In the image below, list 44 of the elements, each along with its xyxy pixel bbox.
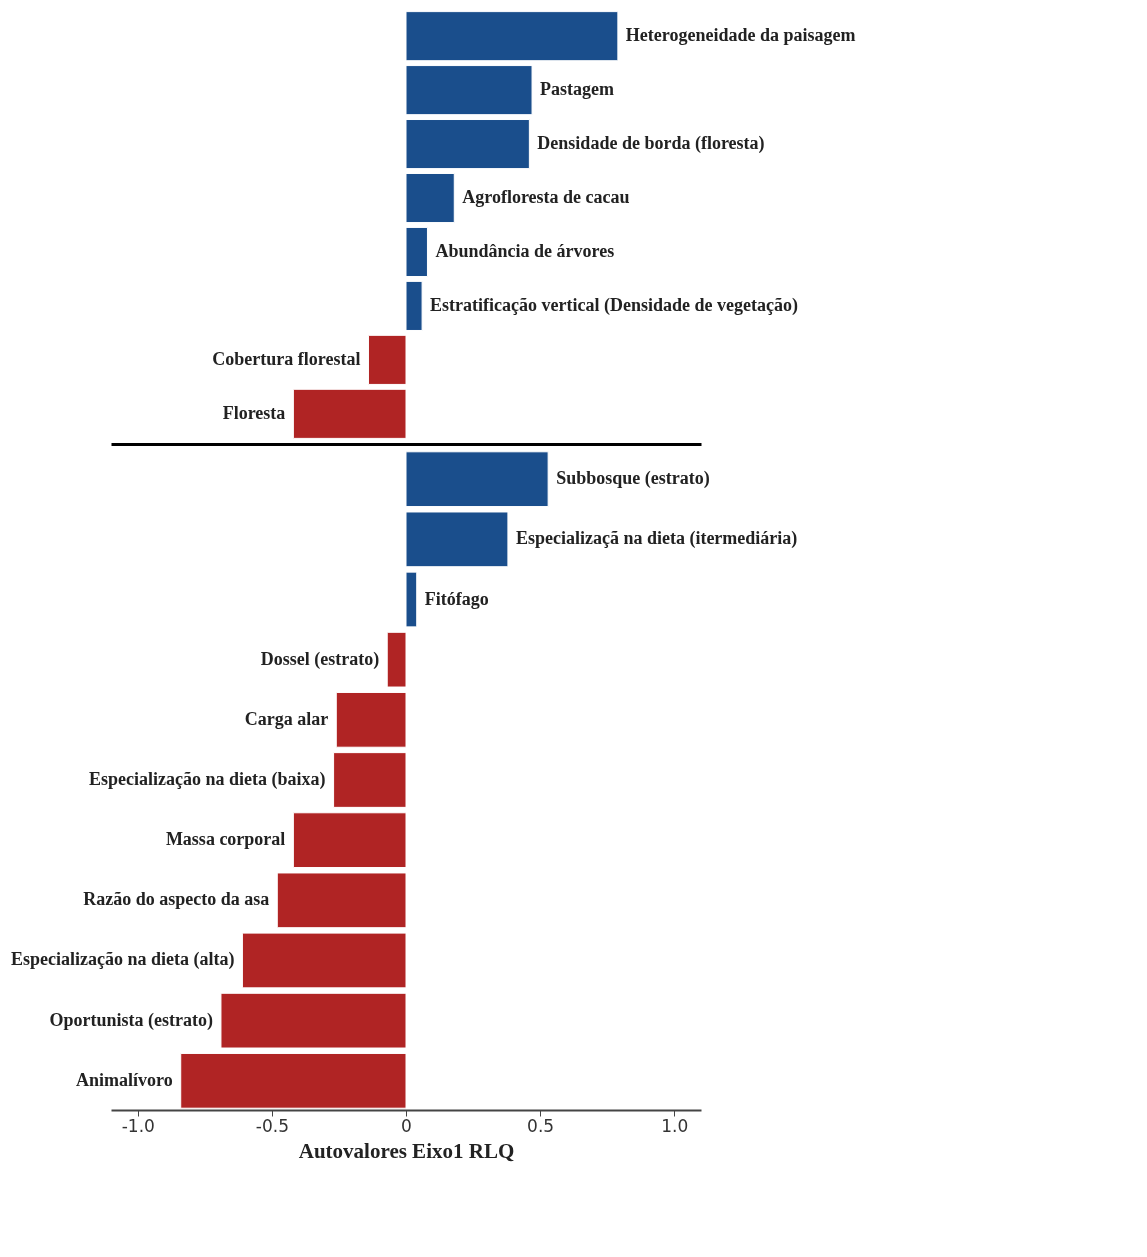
category-label: Subbosque (estrato) [556,468,710,489]
bar [367,334,407,385]
bar [405,11,619,62]
category-label: Razão do aspecto da asa [83,889,270,910]
bar [241,932,407,989]
bar [405,571,418,628]
bar [405,65,533,116]
bar [220,992,407,1049]
bar [405,226,428,278]
x-tick-label: -0.5 [255,1115,289,1136]
category-label: Densidade de borda (floresta) [537,133,765,154]
category-label: Especialização na dieta (alta) [10,949,235,970]
bar [335,691,407,748]
bar [405,451,549,508]
category-label: Abundância de árvores [435,240,615,261]
category-label: Cobertura florestal [212,348,361,369]
category-label: Pastagem [540,79,615,100]
x-tick-label: 0 [401,1115,412,1136]
category-label: Agrofloresta de cacau [462,187,630,208]
bar [405,119,530,170]
category-label: Dossel (estrato) [260,648,380,669]
x-axis-title: Autovalores Eixo1 RLQ [298,1138,515,1163]
bar [292,812,407,869]
x-tick-label: -1.0 [121,1115,155,1136]
category-label: Especializaçã na dieta (itermediária) [515,528,798,549]
bar [405,511,509,568]
category-label: Massa corporal [165,829,286,850]
category-label: Carga alar [244,708,329,729]
bar [333,752,407,808]
bar [386,631,407,688]
x-tick-label: 0.5 [527,1115,555,1136]
category-label: Oportunista (estrato) [49,1009,213,1030]
bar [180,1052,407,1109]
category-label: Estratificação vertical (Densidade de vegetação) [430,294,798,315]
x-tick-label: 1.0 [661,1115,689,1136]
category-label: Floresta [222,402,286,423]
category-label: Heterogeneidade da paisagem [625,25,856,46]
bar [405,172,455,224]
category-label: Especialização na dieta (baixa) [89,769,326,789]
bar [276,872,407,929]
bar [405,280,423,331]
category-label: Fitófago [424,588,489,609]
bar [292,388,407,439]
category-label: Animalívoro [76,1069,173,1090]
